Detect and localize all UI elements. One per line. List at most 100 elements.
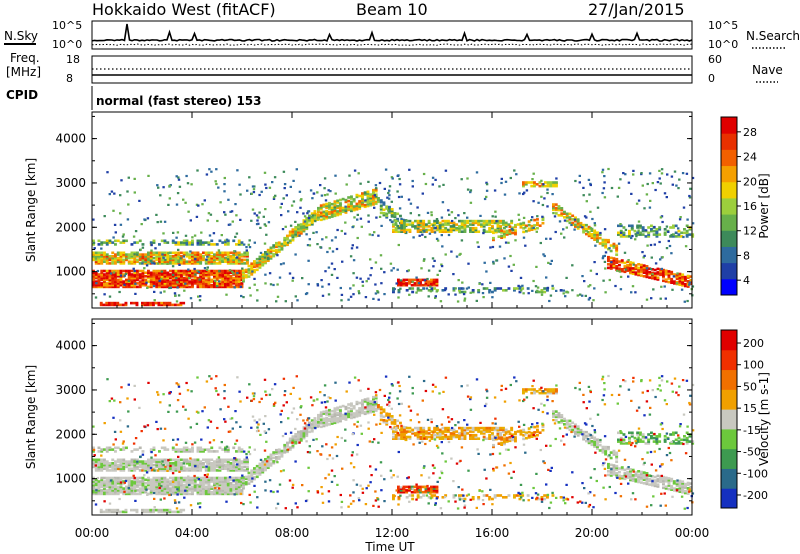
power-cell [411, 179, 414, 183]
velocity-cell [105, 462, 109, 465]
velocity-cell [105, 460, 109, 463]
velocity-cell [499, 432, 503, 435]
velocity-cell [130, 450, 134, 453]
power-cell [147, 273, 150, 276]
power-cell [631, 285, 635, 288]
velocity-cell [508, 437, 512, 441]
power-cell [203, 267, 207, 270]
velocity-cell [330, 409, 334, 413]
power-cell [463, 230, 467, 233]
power-ylabel: Slant Range [km] [24, 158, 38, 262]
power-cell [215, 269, 219, 273]
power-cell [204, 285, 208, 289]
power-cell [452, 289, 456, 292]
power-cell [655, 228, 659, 231]
power-cell [97, 260, 101, 263]
velocity-cell [250, 469, 254, 472]
power-cell [422, 221, 426, 225]
power-cell [180, 255, 183, 258]
power-cell [155, 253, 159, 256]
velocity-cell [152, 482, 156, 485]
power-cell [533, 181, 536, 184]
velocity-cell [237, 490, 241, 494]
power-cell [255, 257, 259, 261]
velocity-cell [188, 492, 192, 496]
power-cell [103, 256, 106, 260]
power-cell [145, 264, 149, 267]
power-cell [196, 253, 200, 256]
power-cell [601, 244, 605, 247]
velocity-cell [125, 485, 128, 489]
velocity-cell [253, 470, 256, 474]
velocity-cell [114, 490, 117, 494]
power-cell [191, 283, 194, 287]
power-cell [677, 227, 680, 230]
power-cell [100, 253, 104, 256]
power-cell [552, 206, 555, 210]
power-cell [154, 301, 158, 305]
power-cell [517, 213, 520, 216]
power-cell [691, 222, 695, 225]
velocity-cell [149, 478, 153, 482]
power-cell [366, 201, 370, 204]
power-cell [666, 173, 669, 176]
power-cell [264, 273, 267, 276]
power-cell [617, 224, 620, 228]
velocity-cell [152, 446, 156, 450]
velocity-cell [237, 460, 241, 463]
power-cell [670, 279, 674, 283]
velocity-cell [330, 415, 334, 418]
power-cell [574, 219, 577, 223]
power-cell [471, 230, 475, 233]
power-cell [444, 228, 448, 232]
power-cell [125, 239, 128, 243]
velocity-cell [477, 496, 481, 499]
power-cell [582, 186, 585, 189]
velocity-cell [664, 476, 668, 480]
velocity-cell [213, 492, 216, 496]
power-cell [174, 255, 178, 258]
power-cell [397, 230, 401, 233]
velocity-cell [111, 448, 115, 451]
power-cell [414, 219, 417, 223]
power-cell [264, 252, 267, 256]
velocity-cell [571, 428, 575, 432]
power-cell [438, 223, 442, 226]
power-cell [130, 260, 134, 263]
velocity-cell [105, 476, 109, 480]
velocity-cell [369, 409, 373, 412]
velocity-cell [662, 486, 665, 490]
power-cell [266, 248, 270, 252]
velocity-cell [366, 402, 370, 406]
velocity-cell [92, 478, 95, 482]
velocity-cell [213, 476, 216, 480]
velocity-cell [372, 408, 375, 411]
power-cell [97, 273, 101, 276]
power-cell [275, 249, 278, 252]
power-cell [226, 280, 230, 283]
velocity-cell [258, 473, 262, 476]
power-cell [223, 211, 226, 214]
velocity-cell [308, 425, 311, 428]
velocity-cell [136, 467, 139, 470]
power-cell [240, 269, 244, 273]
power-cell [511, 229, 515, 232]
power-cell [253, 260, 256, 263]
power-cell [447, 221, 450, 225]
power-cell [261, 253, 265, 256]
velocity-cell [339, 416, 342, 419]
power-cell [681, 172, 685, 175]
velocity-cell [414, 432, 417, 435]
velocity-cell [111, 476, 115, 480]
velocity-cell [114, 492, 117, 496]
power-cell [416, 280, 420, 283]
power-cell [266, 257, 270, 261]
velocity-cell [122, 460, 126, 463]
power-cell [235, 275, 238, 278]
velocity-cell [447, 435, 450, 439]
power-cell [667, 277, 671, 280]
velocity-cell [352, 415, 356, 419]
velocity-cell [524, 390, 528, 393]
power-cell [152, 280, 156, 283]
power-cell [368, 233, 371, 236]
